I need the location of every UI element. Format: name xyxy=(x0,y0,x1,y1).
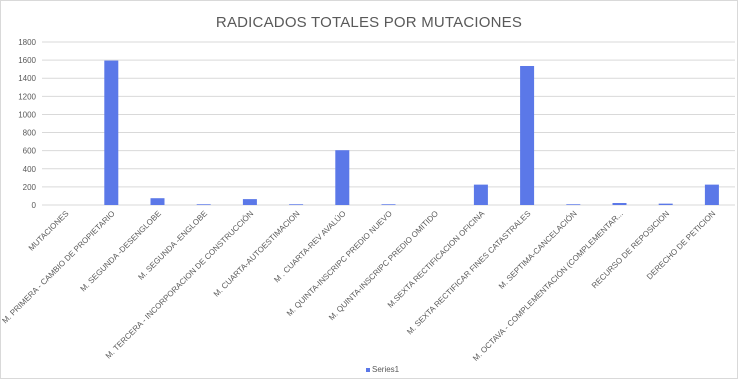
y-tick-label: 800 xyxy=(23,129,37,138)
bars xyxy=(104,60,719,205)
y-tick-label: 1200 xyxy=(18,92,36,101)
y-tick-label: 200 xyxy=(23,183,37,192)
y-tick-label: 1800 xyxy=(18,38,36,47)
x-category-label: RECURSO DE REPOSICION xyxy=(590,209,671,290)
x-category-label: M.SEXTA RECTIFICACION OFICINA xyxy=(386,209,487,310)
bar xyxy=(150,198,165,205)
legend: Series1 xyxy=(366,365,400,374)
bar xyxy=(104,60,119,205)
y-tick-label: 600 xyxy=(23,147,37,156)
bar xyxy=(566,204,581,205)
y-tick-label: 1400 xyxy=(18,74,36,83)
legend-label-series1: Series1 xyxy=(372,365,400,374)
bar xyxy=(381,204,396,205)
bar xyxy=(473,184,488,205)
legend-swatch xyxy=(366,368,370,372)
x-category-label: M. SEGUNDA -DESENGLOBE xyxy=(79,209,163,293)
bar xyxy=(658,203,673,205)
x-category-label: M. SEPTIMA-CANCELACIÓN xyxy=(497,209,579,291)
bar xyxy=(704,184,719,205)
bar xyxy=(196,204,211,205)
x-category-label: M. CUARTA-AUTOESTIMACION xyxy=(212,209,302,299)
gridlines xyxy=(42,41,735,206)
y-tick-label: 1600 xyxy=(18,56,36,65)
bar xyxy=(335,150,350,205)
y-tick-label: 0 xyxy=(32,201,37,210)
x-category-label: MUTACIONES xyxy=(27,209,71,253)
y-tick-label: 1000 xyxy=(18,110,36,119)
bar xyxy=(289,204,304,205)
bar xyxy=(612,203,627,205)
x-category-label: M. QUINTA-INSCRIPC PREDIO NUEVO xyxy=(285,209,394,318)
y-axis-tick-labels: 0 200 400 600 800 1000 1200 1400 1600 1800 xyxy=(18,38,36,210)
y-tick-label: 400 xyxy=(23,165,37,174)
chart-title: RADICADOS TOTALES POR MUTACIONES xyxy=(215,14,523,31)
bar xyxy=(242,199,257,205)
bar xyxy=(520,65,535,205)
